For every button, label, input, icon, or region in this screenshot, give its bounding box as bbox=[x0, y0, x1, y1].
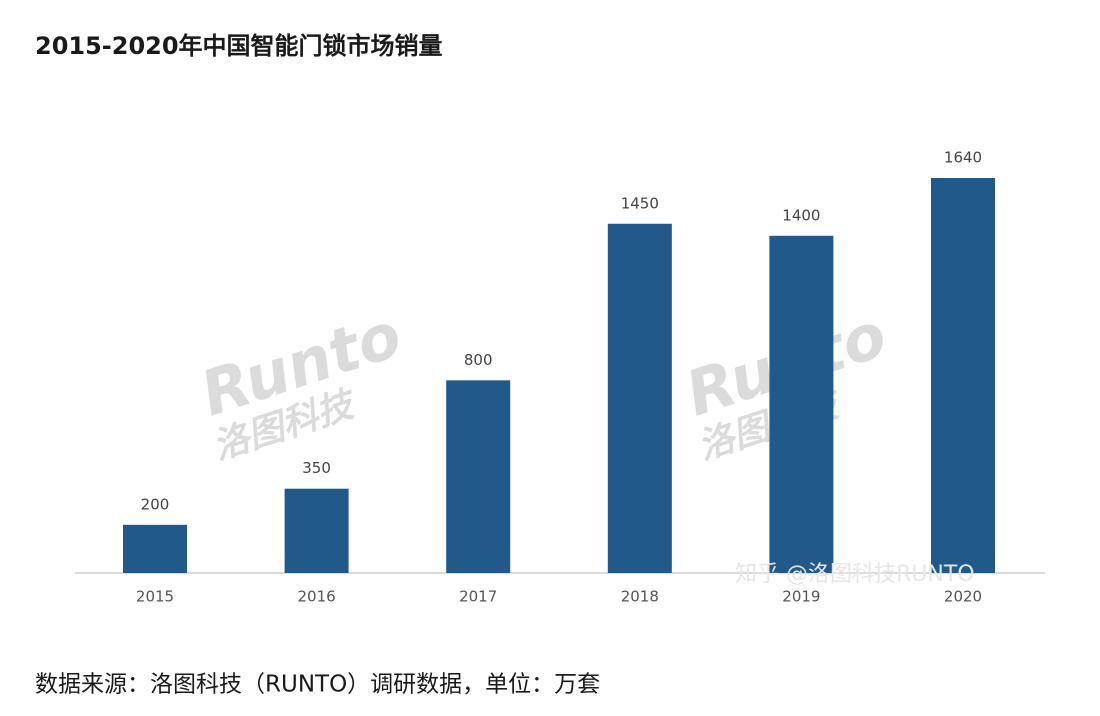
watermark: 知乎 @洛图科技RUNTO bbox=[735, 562, 975, 587]
bar bbox=[607, 223, 672, 573]
bar bbox=[769, 235, 834, 573]
bar bbox=[446, 380, 511, 573]
data-label: 800 bbox=[464, 351, 493, 369]
x-tick-label: 2019 bbox=[782, 588, 820, 606]
data-label: 200 bbox=[141, 495, 170, 513]
data-label: 1400 bbox=[782, 206, 820, 224]
data-label: 1450 bbox=[621, 194, 659, 212]
x-tick-label: 2016 bbox=[298, 588, 336, 606]
x-tick-label: 2015 bbox=[136, 588, 174, 606]
chart-title: 2015-2020年中国智能门锁市场销量 bbox=[35, 32, 443, 60]
data-label: 350 bbox=[302, 459, 331, 477]
bar bbox=[284, 488, 349, 573]
source-note: 数据来源：洛图科技（RUNTO）调研数据，单位：万套 bbox=[35, 672, 600, 698]
data-label: 1640 bbox=[944, 149, 982, 167]
bar bbox=[931, 178, 995, 573]
bar bbox=[123, 524, 187, 573]
x-tick-label: 2018 bbox=[621, 588, 659, 606]
x-tick-label: 2017 bbox=[459, 588, 497, 606]
x-tick-label: 2020 bbox=[944, 588, 982, 606]
